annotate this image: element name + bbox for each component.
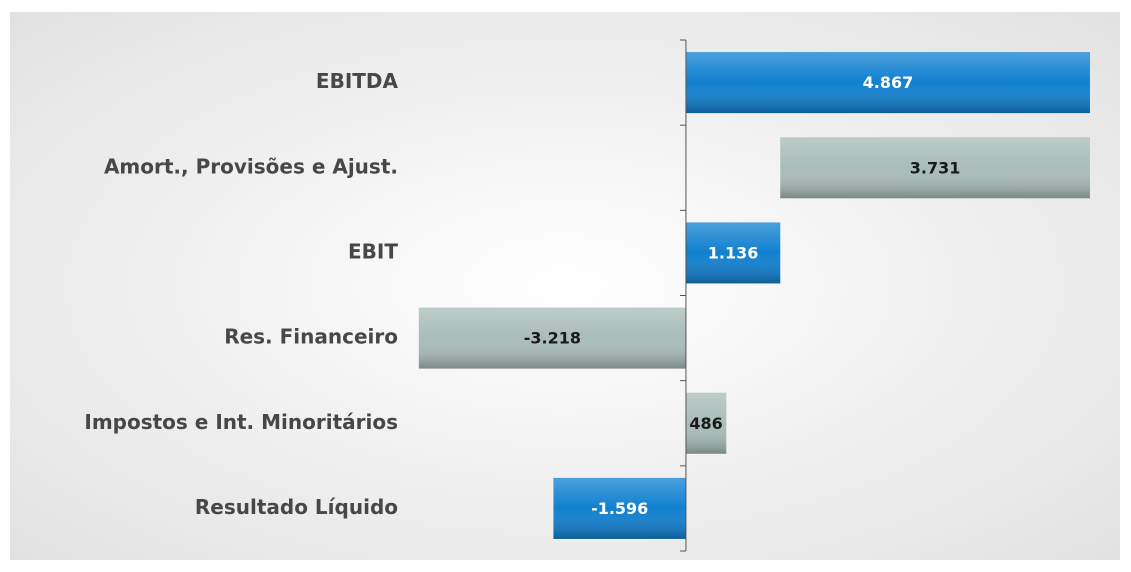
- category-label: EBITDA: [316, 69, 399, 93]
- category-label: Amort., Provisões e Ajust.: [104, 154, 398, 178]
- bar-shade: [553, 477, 686, 539]
- category-label: Res. Financeiro: [224, 325, 398, 349]
- value-label: -1.596: [591, 499, 648, 518]
- bar-shade: [685, 222, 781, 284]
- category-label: Resultado Líquido: [195, 495, 398, 519]
- value-label: 4.867: [863, 73, 914, 92]
- bar-shade: [685, 52, 1090, 114]
- value-label: 1.136: [708, 243, 759, 262]
- value-label: 3.731: [910, 158, 961, 177]
- category-label: Impostos e Int. Minoritários: [84, 410, 398, 434]
- bar-shade: [685, 392, 727, 454]
- value-label: 486: [689, 414, 722, 433]
- bar-shade: [418, 307, 686, 369]
- value-label: -3.218: [524, 329, 581, 348]
- category-label: EBIT: [348, 239, 398, 263]
- bar-shade: [780, 137, 1090, 199]
